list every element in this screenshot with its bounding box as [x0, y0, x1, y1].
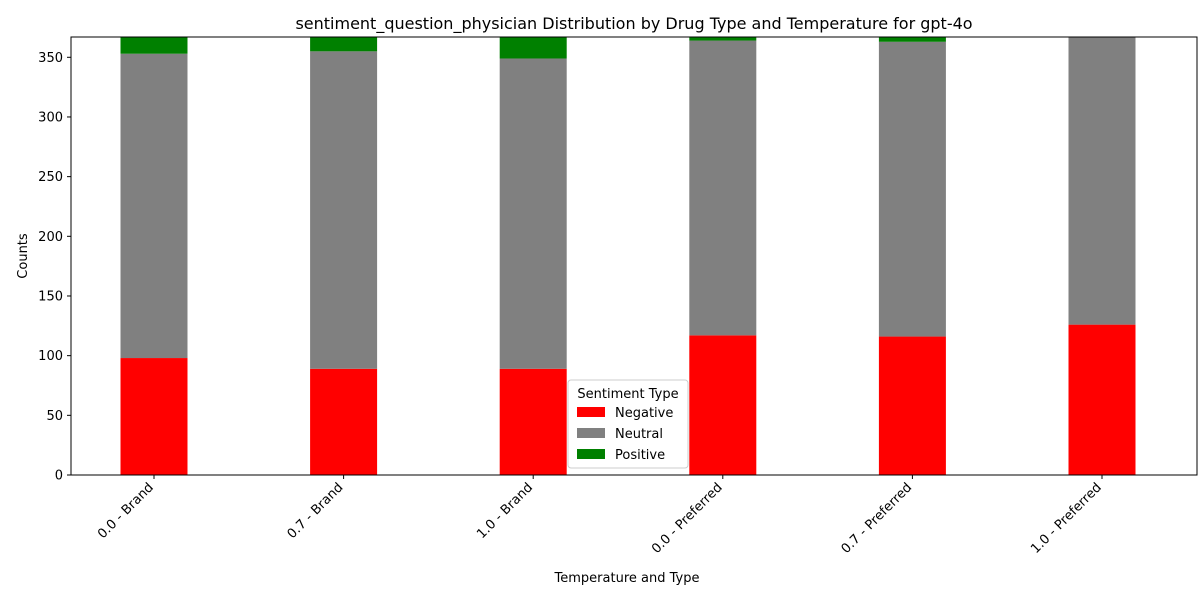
x-axis-label: Temperature and Type: [554, 571, 700, 586]
bar-positive-4: [878, 37, 946, 42]
legend-swatch-negative: [577, 407, 605, 417]
y-tick-label: 100: [38, 349, 63, 364]
plot-frame: [70, 36, 1198, 476]
legend-box: [567, 379, 689, 469]
y-tick-label: 300: [38, 110, 63, 125]
bar-positive-0: [120, 37, 188, 54]
legend-label-neutral: Neutral: [615, 427, 663, 442]
y-tick-label: 150: [38, 289, 63, 304]
y-tick-label: 350: [38, 51, 63, 66]
bar-neutral-5: [1068, 37, 1136, 325]
legend-title: Sentiment Type: [577, 387, 678, 402]
bars-group: [120, 37, 1136, 475]
x-tick-label: 1.0 - Preferred: [1028, 480, 1105, 557]
x-tick-label: 0.0 - Brand: [95, 480, 157, 542]
chart-title: sentiment_question_physician Distributio…: [295, 14, 972, 34]
bar-positive-2: [499, 37, 567, 59]
bar-neutral-2: [499, 58, 567, 369]
bar-neutral-4: [878, 41, 946, 337]
x-axis: 0.0 - Brand 0.7 - Brand 1.0 - Brand 0.0 - P…: [95, 475, 1105, 557]
legend: Sentiment Type Negative Neutral Positive: [567, 379, 689, 469]
y-axis: 0 50 100 150 200 250 300 350: [38, 51, 71, 484]
y-tick-label: 200: [38, 230, 63, 245]
bar-neutral-3: [689, 40, 757, 336]
bar-negative-1: [310, 368, 378, 475]
bar-negative-3: [689, 335, 757, 475]
x-tick-label: 0.7 - Preferred: [839, 480, 916, 557]
bar-positive-1: [310, 37, 378, 52]
y-tick-label: 250: [38, 170, 63, 185]
bar-neutral-1: [310, 51, 378, 369]
bar-negative-0: [120, 358, 188, 475]
y-axis-label: Counts: [16, 233, 31, 279]
x-tick-label: 0.0 - Preferred: [649, 480, 726, 557]
bar-negative-4: [878, 336, 946, 475]
y-tick-label: 50: [46, 409, 63, 424]
y-tick-label: 0: [55, 469, 63, 484]
bar-negative-5: [1068, 324, 1136, 475]
legend-label-negative: Negative: [615, 406, 673, 421]
legend-label-positive: Positive: [615, 448, 665, 463]
x-tick-label: 0.7 - Brand: [285, 480, 347, 542]
legend-swatch-positive: [577, 449, 605, 459]
x-tick-label: 1.0 - Brand: [474, 480, 536, 542]
bar-neutral-0: [120, 53, 188, 359]
legend-swatch-neutral: [577, 428, 605, 438]
bar-negative-2: [499, 368, 567, 475]
bar-positive-3: [689, 37, 757, 41]
